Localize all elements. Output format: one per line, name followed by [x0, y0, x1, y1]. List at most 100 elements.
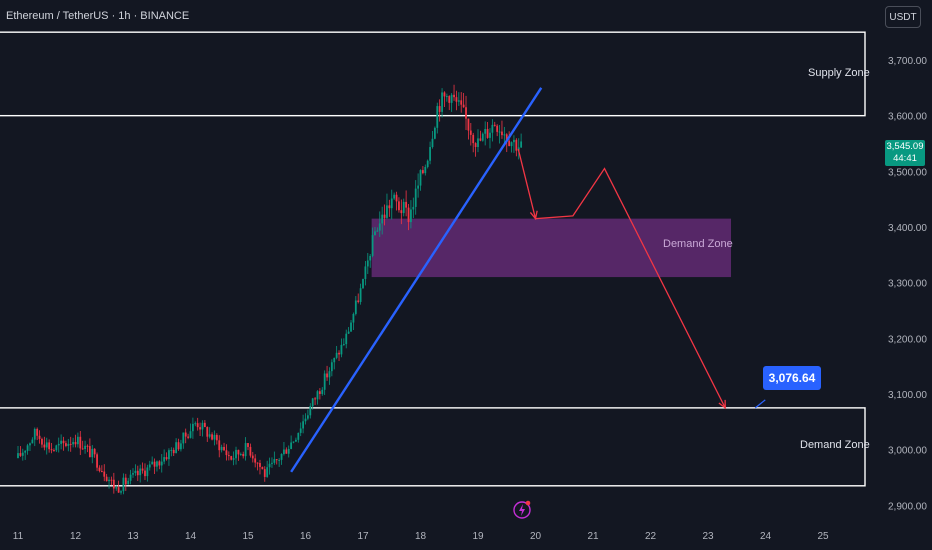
candle: [292, 441, 295, 444]
candle: [60, 434, 63, 450]
candle: [366, 253, 369, 274]
candle: [62, 436, 65, 451]
symbol-title[interactable]: Ethereum / TetherUS · 1h · BINANCE: [6, 10, 190, 22]
candle-body: [505, 134, 508, 141]
candle-body: [431, 138, 434, 148]
candle: [72, 437, 75, 448]
currency-button[interactable]: USDT: [885, 6, 921, 28]
candle: [31, 437, 34, 444]
candle-body: [211, 434, 213, 440]
candle: [383, 204, 386, 226]
mid-demand-zone-label: Demand Zone: [663, 238, 733, 250]
candle: [326, 365, 328, 381]
candle-body: [103, 471, 106, 477]
candle: [93, 448, 96, 458]
candle-body: [254, 458, 257, 463]
candle-body: [45, 442, 48, 448]
candle: [290, 435, 293, 450]
candle-body: [388, 205, 391, 209]
candle-body: [122, 477, 125, 492]
candle: [91, 445, 94, 464]
candle: [160, 454, 163, 473]
candle-body: [347, 331, 350, 334]
candle: [259, 459, 261, 475]
candle: [386, 193, 388, 219]
candle-body: [328, 371, 331, 378]
candle: [120, 490, 122, 495]
alert-icon[interactable]: [513, 500, 531, 519]
drawings-layer: [290, 87, 766, 473]
candle-body: [287, 448, 290, 454]
candle-body: [213, 434, 216, 440]
candle-body: [357, 300, 360, 302]
candle: [57, 437, 60, 453]
candle: [247, 443, 249, 451]
x-tick-label: 18: [415, 531, 427, 542]
candle-body: [489, 132, 491, 138]
candle-body: [196, 423, 199, 428]
candle: [400, 199, 403, 225]
candle-body: [395, 194, 398, 202]
last-price-value: 3,545.09: [886, 141, 924, 152]
candle-body: [96, 454, 98, 468]
candle-body: [172, 449, 175, 454]
candle-body: [316, 391, 319, 400]
candle: [441, 88, 443, 118]
candle: [306, 409, 309, 421]
candle: [74, 434, 77, 448]
candle: [297, 432, 300, 443]
candle-body: [455, 97, 458, 102]
candle-body: [426, 160, 429, 167]
candle: [242, 451, 245, 459]
x-tick-label: 13: [127, 531, 139, 542]
candle: [251, 451, 254, 463]
candle-body: [268, 463, 271, 468]
candle: [201, 420, 204, 437]
candle-body: [323, 373, 326, 390]
candle: [271, 457, 273, 468]
candle-body: [124, 477, 127, 485]
candle-body: [421, 170, 424, 174]
candle-body: [290, 442, 293, 449]
candle: [124, 473, 127, 491]
candle: [261, 466, 264, 470]
x-tick-label: 24: [760, 531, 772, 542]
candle-body: [153, 461, 156, 467]
candle: [103, 464, 106, 482]
candle: [378, 211, 381, 237]
candle-body: [165, 457, 168, 460]
candle-body: [237, 449, 240, 455]
candle-body: [55, 445, 58, 451]
candle: [450, 93, 453, 112]
candle: [88, 438, 91, 458]
candle: [424, 164, 427, 176]
candle-body: [112, 479, 115, 489]
candle: [256, 462, 259, 471]
candle: [43, 436, 46, 451]
candle-body: [345, 333, 348, 345]
candle-body: [132, 473, 134, 475]
candle-body: [450, 94, 453, 103]
candle: [436, 102, 439, 134]
candle: [472, 132, 475, 153]
candle: [165, 452, 168, 461]
candle: [230, 455, 233, 461]
candle: [81, 440, 84, 450]
candle: [172, 447, 175, 457]
candle-body: [400, 210, 403, 214]
candle: [115, 485, 118, 491]
candle-body: [136, 470, 139, 476]
candle: [19, 446, 22, 457]
candle-body: [479, 138, 482, 141]
candle: [481, 132, 484, 142]
candle: [498, 124, 501, 144]
candle: [402, 198, 405, 217]
candle: [110, 476, 113, 486]
candle-body: [249, 446, 252, 456]
candle: [338, 350, 340, 362]
candle-body: [338, 352, 340, 355]
candle-body: [24, 450, 27, 453]
candle: [354, 296, 357, 316]
target-price-tag[interactable]: 3,076.64: [763, 366, 821, 390]
